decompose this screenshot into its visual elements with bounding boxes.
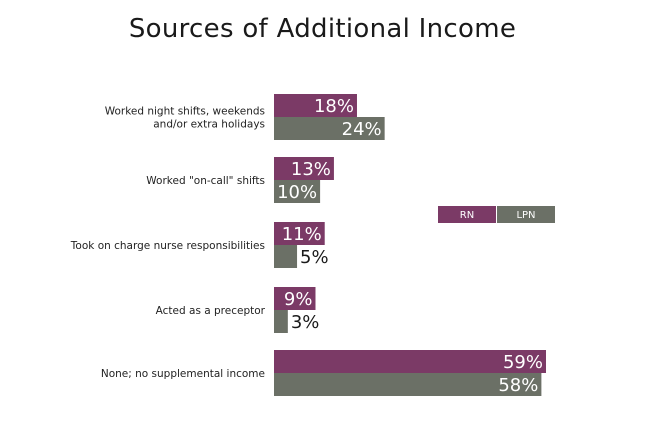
legend-label-rn: RN: [460, 210, 474, 221]
bar-rn: [274, 222, 325, 245]
category-label: Worked "on-call" shifts: [146, 175, 265, 187]
data-label-rn: 9%: [284, 289, 313, 310]
category-label-line: Worked "on-call" shifts: [146, 175, 265, 187]
category-label: None; no supplemental income: [101, 368, 265, 380]
legend: RN LPN: [438, 206, 555, 223]
bar-rn: [274, 350, 546, 373]
bar-lpn: [274, 310, 288, 333]
bar-rn: [274, 287, 316, 310]
category-label-line: and/or extra holidays: [153, 119, 265, 131]
category-label-line: Worked night shifts, weekends: [105, 106, 265, 118]
legend-swatch-lpn: [497, 206, 555, 223]
category-label: Worked night shifts, weekends and/or extr…: [105, 106, 265, 131]
data-label-lpn: 10%: [277, 182, 317, 203]
data-label-lpn: 3%: [291, 312, 320, 333]
data-label-rn: 18%: [314, 96, 354, 117]
bar-rn: [274, 94, 357, 117]
category-label-line: Took on charge nurse responsibilities: [70, 240, 265, 252]
category-label-line: None; no supplemental income: [101, 368, 265, 380]
bar-rn: [274, 157, 334, 180]
data-label-lpn: 58%: [498, 375, 538, 396]
data-label-lpn: 5%: [300, 247, 329, 268]
legend-label-lpn: LPN: [516, 210, 535, 221]
bar-lpn: [274, 117, 385, 140]
bar-lpn: [274, 245, 298, 268]
legend-swatch-rn: [438, 206, 496, 223]
category-label: Took on charge nurse responsibilities: [70, 240, 265, 252]
bar-lpn: [274, 180, 321, 203]
data-label-rn: 11%: [282, 224, 322, 245]
data-label-lpn: 24%: [342, 119, 382, 140]
bar-lpn: [274, 373, 542, 396]
category-label-line: Acted as a preceptor: [156, 305, 266, 317]
data-label-rn: 59%: [503, 352, 543, 373]
bars-group: Worked night shifts, weekends and/or extr…: [70, 94, 546, 396]
category-label: Acted as a preceptor: [156, 305, 266, 317]
data-label-rn: 13%: [291, 159, 331, 180]
chart-title: Sources of Additional Income: [128, 14, 517, 44]
